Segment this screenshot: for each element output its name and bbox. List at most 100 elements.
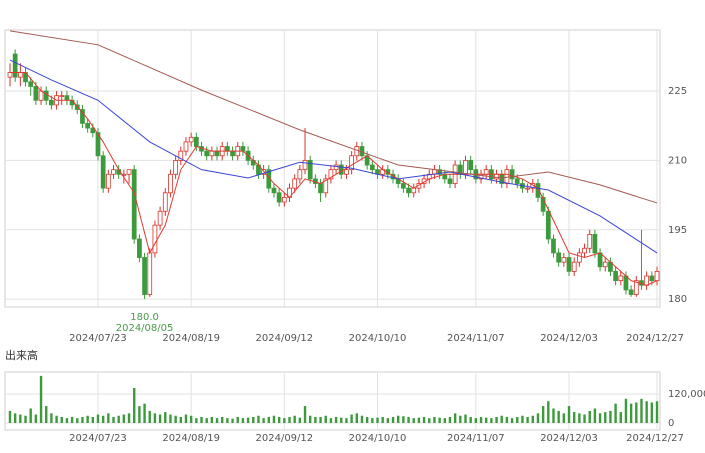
candle-body [525, 187, 530, 190]
volume-bar [443, 418, 446, 423]
x-tick-label: 2024/10/10 [349, 333, 407, 344]
volume-bar [526, 416, 529, 423]
candle-body [587, 233, 593, 249]
volume-bar [402, 416, 405, 423]
volume-bar [8, 410, 12, 423]
volume-bar [314, 416, 317, 423]
volume-bar [345, 418, 348, 423]
volume-bar [547, 401, 550, 423]
volume-bar [536, 413, 540, 423]
volume-bar [459, 415, 462, 423]
volume-bar [195, 418, 198, 423]
candle-body [142, 257, 147, 295]
volume-bar [184, 414, 188, 423]
candle-body [105, 173, 111, 189]
volume-bar [334, 416, 338, 423]
candle-body [577, 252, 582, 263]
candle-body [85, 123, 90, 129]
volume-bar [604, 412, 607, 423]
x-tick-label: 2024/11/07 [447, 333, 505, 344]
candle-body [654, 270, 660, 282]
volume-bar [588, 410, 591, 423]
volume-bar [510, 418, 514, 423]
volume-bar [495, 416, 498, 423]
candle-body [188, 136, 194, 143]
volume-bar [484, 417, 488, 423]
candle-body [100, 155, 106, 189]
volume-bar [422, 416, 426, 423]
candle-body [535, 183, 541, 198]
volume-bar [210, 416, 214, 423]
candle-body [147, 252, 153, 295]
candle-body [157, 210, 163, 226]
candle-body [297, 169, 303, 180]
volume-bar [189, 415, 193, 423]
volume-bar [148, 410, 151, 423]
volume-bar [567, 406, 571, 423]
candle-body [566, 257, 572, 272]
candle-body [318, 183, 323, 194]
volume-bar [96, 414, 100, 423]
candle-body [483, 169, 489, 175]
volume-bar [376, 417, 379, 423]
x-tick-label: 2024/12/27 [626, 433, 684, 444]
volume-bar [164, 412, 167, 423]
volume-bar [645, 401, 648, 423]
candle-body [582, 247, 587, 254]
volume-bar [319, 416, 322, 423]
volume-bar [438, 417, 441, 423]
volume-bar [490, 418, 493, 423]
y-tick-label: 225 [668, 86, 687, 97]
volume-bar [407, 416, 410, 423]
volume-bar [552, 408, 555, 423]
candle-body [349, 155, 354, 171]
candle-body [59, 95, 65, 98]
volume-bar [76, 418, 79, 423]
candle-body [468, 160, 474, 171]
x-tick-label: 2024/09/12 [256, 333, 314, 344]
volume-bar [433, 416, 436, 423]
candle-body [509, 169, 515, 180]
volume-bar [531, 415, 534, 423]
x-tick-label: 2024/10/10 [349, 433, 407, 444]
volume-bar [122, 414, 126, 423]
candle-body [623, 275, 629, 291]
volume-bar [350, 414, 353, 423]
candle-body [173, 160, 178, 175]
low-annotation: 180.0 [130, 312, 159, 323]
volume-bar [371, 418, 374, 423]
x-tick-label: 2024/08/19 [162, 433, 220, 444]
volume-bar [50, 413, 53, 423]
volume-bar [60, 416, 63, 423]
volume-bar [505, 416, 509, 423]
y-tick-label: 0 [668, 418, 674, 429]
volume-bar [215, 418, 219, 423]
candle-body [162, 192, 168, 212]
candle-body [323, 178, 329, 194]
candle-body [628, 289, 634, 295]
candle-body [302, 160, 308, 171]
moving-average-line [9, 72, 658, 286]
volume-bar [469, 416, 472, 423]
volume-bar [562, 413, 566, 423]
volume-bar [635, 402, 638, 423]
candle-body [613, 270, 618, 282]
candle-body [240, 146, 246, 152]
volume-bar [45, 406, 48, 423]
volume-bar [583, 414, 586, 423]
candle-body [137, 238, 142, 258]
volume-bar [629, 403, 633, 423]
candle-body [281, 197, 287, 203]
volume-bar [412, 418, 415, 423]
moving-average-line [9, 30, 658, 204]
candle-body [131, 169, 137, 240]
volume-bar [448, 416, 452, 423]
volume-bar [640, 398, 643, 423]
candle-body [571, 261, 577, 272]
candle-body [633, 280, 639, 295]
volume-bar [619, 412, 622, 423]
volume-bar [107, 413, 110, 423]
volume-bar [200, 416, 203, 423]
x-tick-label: 2024/12/27 [626, 333, 684, 344]
volume-bar [257, 415, 260, 423]
